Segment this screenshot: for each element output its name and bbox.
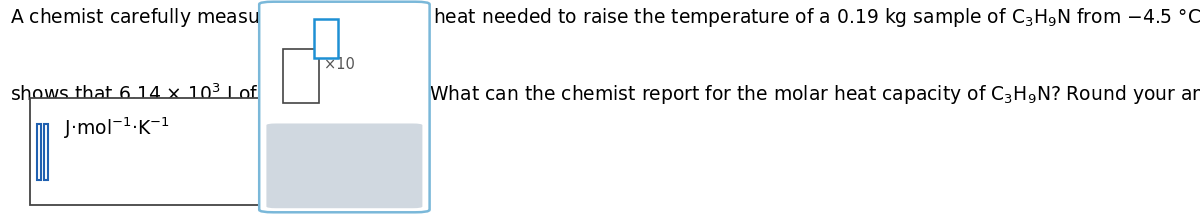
Bar <box>30 98 264 205</box>
Text: ?: ? <box>378 155 390 175</box>
FancyBboxPatch shape <box>259 2 430 212</box>
FancyBboxPatch shape <box>266 123 422 208</box>
Text: J·mol$^{-1}$·K$^{-1}$: J·mol$^{-1}$·K$^{-1}$ <box>64 116 169 141</box>
Text: ×10: ×10 <box>324 57 355 72</box>
Bar <box>37 124 41 180</box>
Text: ×: × <box>292 155 310 175</box>
Text: ↺: ↺ <box>335 155 353 175</box>
Bar <box>283 49 319 103</box>
Text: A chemist carefully measures the amount of heat needed to raise the temperature : A chemist carefully measures the amount … <box>10 6 1200 29</box>
Bar <box>44 124 48 180</box>
Text: shows that 6.14 × 10$^3$ J of heat are needed. What can the chemist report for t: shows that 6.14 × 10$^3$ J of heat are n… <box>10 81 1200 107</box>
Bar <box>314 19 338 58</box>
